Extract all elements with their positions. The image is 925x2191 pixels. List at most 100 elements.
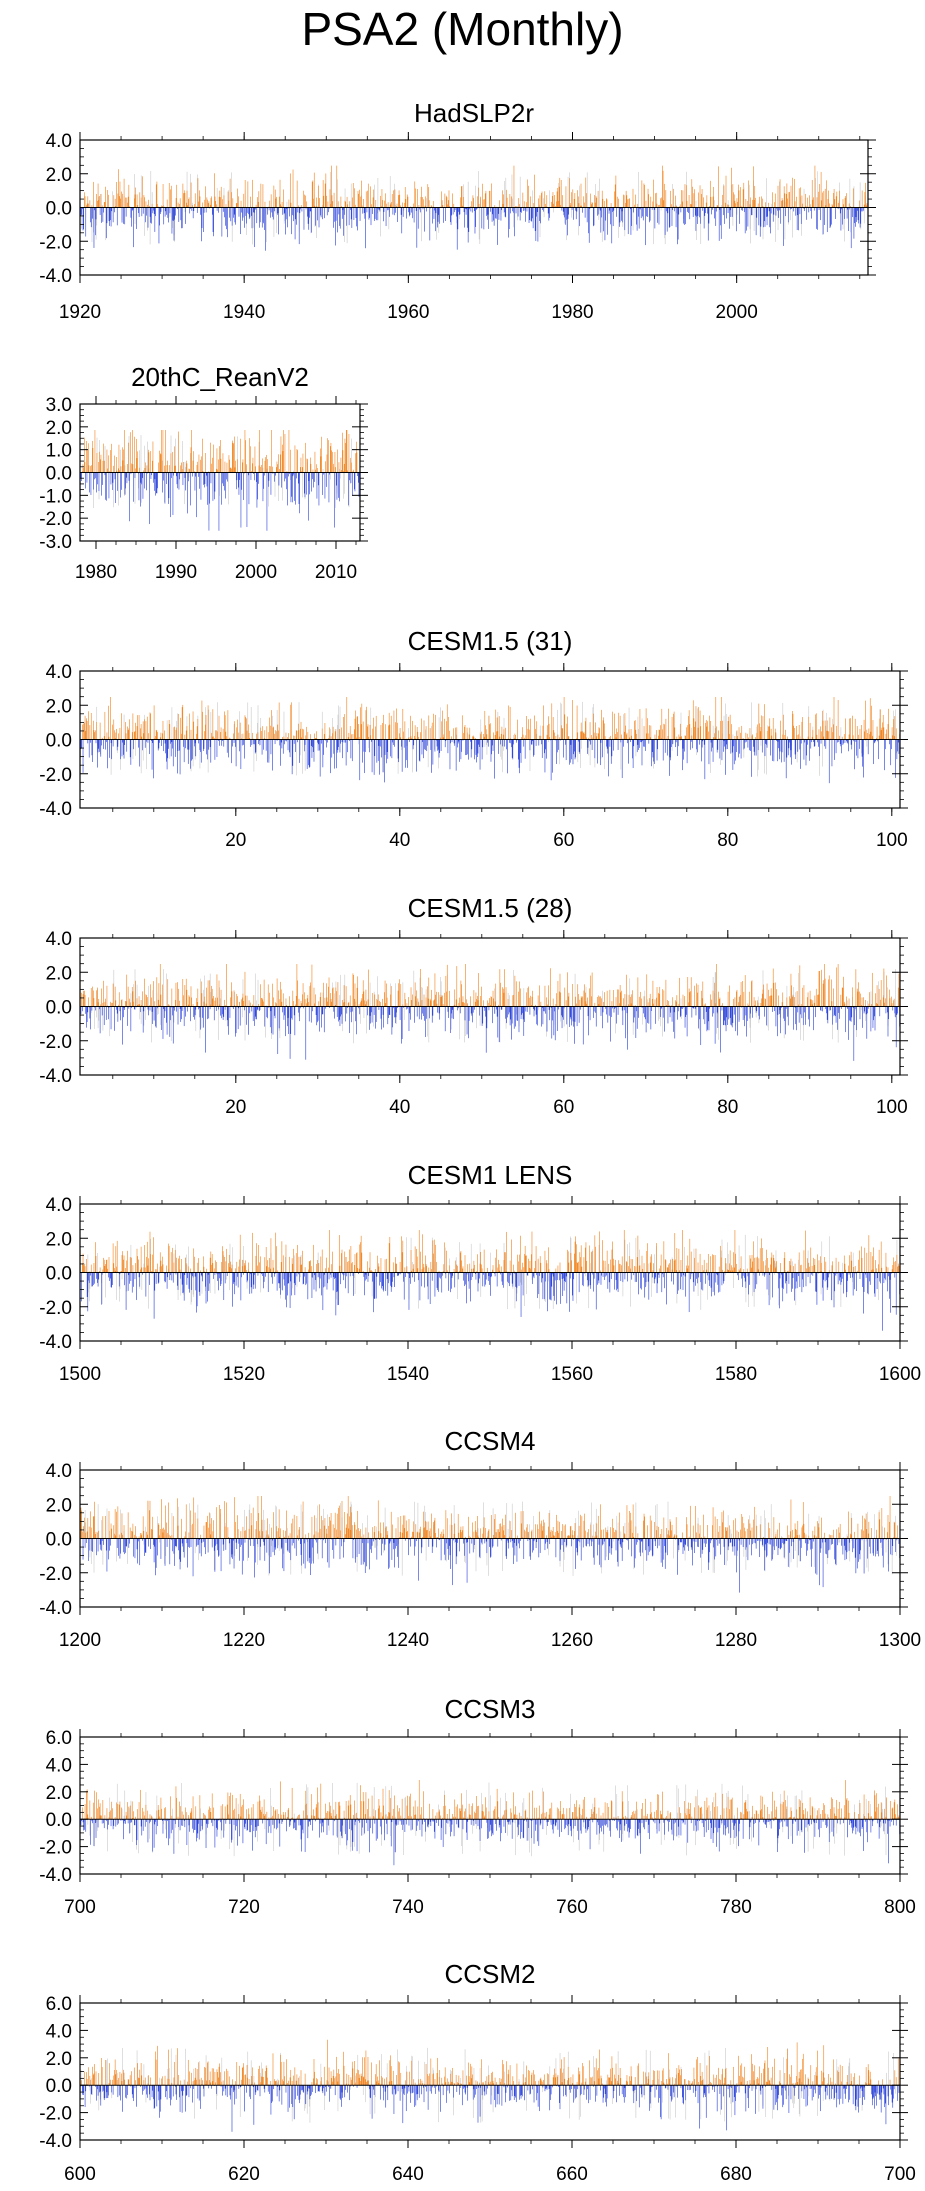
bar-positive bbox=[673, 188, 674, 208]
bar-positive bbox=[420, 732, 421, 740]
bar-positive bbox=[297, 450, 298, 473]
bar-positive bbox=[498, 1004, 499, 1007]
bar-positive bbox=[144, 197, 145, 208]
bar-positive bbox=[828, 190, 829, 208]
bar-negative bbox=[546, 1006, 548, 1032]
bar-negative bbox=[334, 207, 336, 222]
bar-negative bbox=[98, 472, 100, 491]
bar-positive bbox=[192, 460, 194, 473]
bar-negative bbox=[364, 207, 366, 219]
bar-positive bbox=[475, 992, 477, 1007]
bar-negative bbox=[610, 1006, 612, 1018]
bar-positive bbox=[649, 998, 650, 1007]
bar-negative bbox=[124, 1006, 125, 1010]
bar-positive bbox=[807, 197, 808, 208]
bar-negative bbox=[128, 1006, 130, 1009]
bar-positive bbox=[820, 171, 822, 208]
bar-negative bbox=[741, 207, 743, 211]
bar-negative bbox=[848, 207, 849, 232]
bar-positive bbox=[756, 733, 758, 740]
bar-positive bbox=[282, 993, 284, 1007]
bar-negative bbox=[368, 207, 370, 220]
bar-negative bbox=[392, 207, 394, 215]
bar-positive bbox=[357, 976, 359, 1007]
bar-negative bbox=[370, 207, 372, 226]
bar-positive bbox=[427, 986, 428, 1007]
bar-negative bbox=[468, 739, 469, 760]
bar-negative bbox=[543, 1006, 544, 1012]
bar-negative bbox=[218, 207, 219, 213]
bar-negative bbox=[622, 207, 624, 223]
bar-positive bbox=[464, 726, 465, 740]
bar-negative bbox=[123, 739, 124, 755]
bar-negative bbox=[844, 207, 845, 219]
bar-positive bbox=[243, 1000, 244, 1007]
bar-positive bbox=[174, 726, 175, 740]
bar-positive bbox=[495, 983, 497, 1007]
bar-negative bbox=[117, 1006, 119, 1022]
bar-negative bbox=[611, 207, 613, 244]
bar-positive bbox=[137, 1004, 138, 1007]
bar-negative bbox=[274, 739, 276, 745]
bar-positive bbox=[653, 1003, 654, 1007]
bar-negative bbox=[496, 1006, 498, 1017]
bar-positive bbox=[576, 1003, 577, 1007]
bar-positive bbox=[207, 199, 208, 208]
bar-positive bbox=[840, 994, 842, 1007]
bar-negative bbox=[638, 1006, 639, 1018]
bar-positive bbox=[246, 464, 247, 473]
bar-positive bbox=[774, 202, 775, 208]
y-tick-label: 0.0 bbox=[46, 464, 72, 485]
bar-positive bbox=[119, 181, 121, 208]
bar-negative bbox=[431, 739, 432, 773]
bar-positive bbox=[279, 468, 280, 473]
bar-negative bbox=[798, 207, 799, 231]
bar-negative bbox=[720, 1006, 721, 1053]
bar-positive bbox=[272, 727, 274, 740]
bar-positive bbox=[482, 199, 484, 208]
bar-positive bbox=[298, 730, 300, 740]
bar-negative bbox=[221, 739, 223, 746]
bar-negative bbox=[263, 207, 264, 224]
bar-positive bbox=[211, 732, 212, 740]
bar-positive bbox=[813, 1002, 815, 1007]
bar-negative bbox=[221, 472, 222, 505]
bar-positive bbox=[759, 731, 761, 740]
bar-positive bbox=[588, 737, 589, 740]
bar-negative bbox=[274, 1006, 276, 1019]
bar-positive bbox=[852, 735, 854, 740]
bar-negative bbox=[536, 207, 537, 217]
bar-positive bbox=[446, 964, 448, 1007]
bar-negative bbox=[285, 1006, 286, 1037]
bar-positive bbox=[302, 190, 304, 208]
bar-positive bbox=[115, 1000, 117, 1007]
bar-negative bbox=[895, 1006, 897, 1048]
bar-negative bbox=[190, 739, 191, 769]
bar-negative bbox=[110, 207, 111, 221]
bar-positive bbox=[769, 718, 771, 740]
bar-positive bbox=[306, 726, 307, 740]
bar-negative bbox=[319, 1006, 320, 1032]
bar-positive bbox=[691, 179, 693, 208]
bar-negative bbox=[282, 739, 284, 754]
bar-positive bbox=[239, 1001, 240, 1007]
bar-positive bbox=[121, 191, 122, 208]
bar-negative bbox=[369, 207, 370, 218]
bar-positive bbox=[330, 442, 332, 473]
bar-positive bbox=[773, 982, 775, 1007]
bar-negative bbox=[746, 207, 747, 231]
bar-positive bbox=[835, 196, 837, 208]
bar-positive bbox=[722, 1003, 723, 1007]
y-tick-label: 2.0 bbox=[46, 418, 72, 439]
bar-positive bbox=[477, 995, 478, 1007]
bar-negative bbox=[120, 1006, 121, 1021]
bar-positive bbox=[286, 1004, 287, 1007]
bar-positive bbox=[540, 735, 542, 740]
bar-positive bbox=[459, 997, 460, 1007]
bar-negative bbox=[287, 1006, 288, 1027]
bar-positive bbox=[303, 729, 305, 740]
bar-positive bbox=[761, 198, 763, 208]
bar-negative bbox=[321, 1006, 323, 1015]
bar-negative bbox=[183, 739, 185, 763]
bar-positive bbox=[665, 190, 667, 208]
